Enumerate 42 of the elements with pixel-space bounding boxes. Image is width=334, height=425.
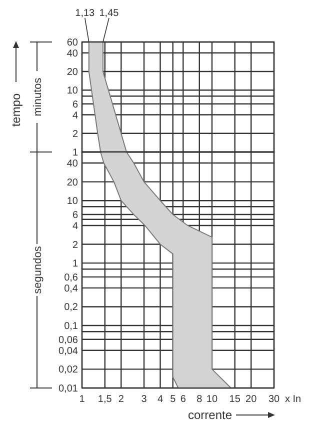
y-tick-label: 0,2 — [64, 302, 78, 314]
y-tick-label: 20 — [66, 177, 78, 188]
x-tick-label: 20 — [246, 394, 258, 405]
y-tick-label: 0,6 — [64, 272, 78, 284]
y-tick-label: 10 — [66, 86, 78, 97]
text: segundos — [32, 246, 44, 294]
text: x In — [285, 394, 302, 405]
y-tick-label: 0,02 — [58, 364, 78, 376]
y-tick-label: 40 — [66, 158, 78, 170]
y-axis-title: tempo — [9, 93, 23, 127]
y-tick-label: 20 — [66, 67, 78, 78]
y-tick-label: 4 — [72, 220, 78, 232]
x-tick-label: 5 — [170, 394, 176, 405]
y-tick-label: 40 — [66, 48, 78, 60]
y-tick-label: 2 — [72, 240, 78, 251]
y-tick-label: 0,06 — [58, 334, 78, 346]
y-tick-label: 6 — [72, 210, 78, 221]
y-tick-label: 0,4 — [64, 283, 78, 294]
y-tick-label: 0,1 — [64, 321, 78, 332]
y-tick-label: 10 — [66, 196, 78, 208]
y-tick-label: 6 — [72, 99, 78, 110]
y-tick-label: 1 — [72, 258, 78, 270]
y-tick-label: 0,01 — [58, 384, 78, 394]
x-tick-label: 30 — [268, 394, 280, 405]
y-tick-label: 0,04 — [58, 346, 78, 357]
annotation: 1,13 — [75, 8, 96, 19]
y-tick-label: 4 — [72, 110, 78, 122]
x-tick-label: 4 — [157, 394, 164, 405]
x-tick-label: 2 — [118, 394, 124, 405]
y-tick-label: 2 — [72, 128, 78, 140]
x-axis-title: corrente — [188, 408, 232, 422]
x-tick-label: 1,5 — [98, 394, 112, 405]
text: minutos — [32, 77, 44, 116]
y-tick-label: 1 — [72, 148, 78, 158]
x-tick-label: 15 — [229, 394, 241, 405]
x-tick-label: 8 — [196, 394, 203, 405]
annotation: 1,45 — [99, 8, 120, 19]
y-tick-label: 60 — [66, 38, 78, 48]
x-tick-label: 1 — [79, 394, 86, 405]
x-tick-label: 6 — [180, 394, 186, 405]
x-tick-label: 3 — [141, 394, 148, 405]
x-tick-label: 10 — [206, 394, 218, 405]
